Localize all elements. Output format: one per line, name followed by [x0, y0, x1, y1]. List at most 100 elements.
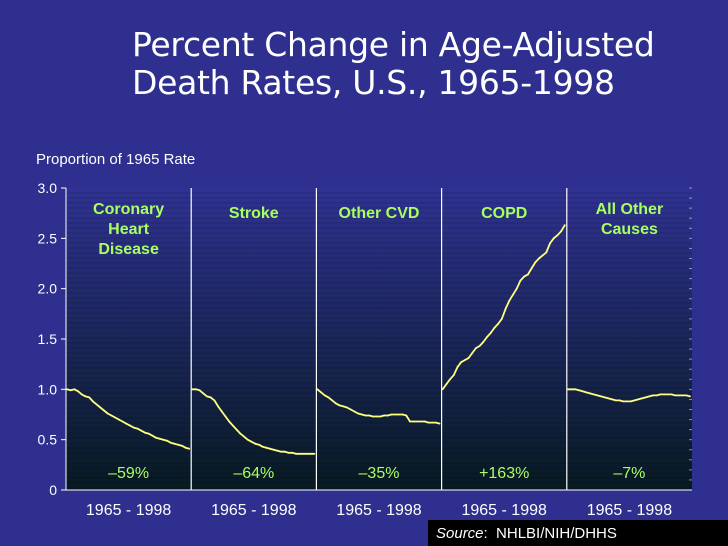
- data-point: [213, 399, 216, 402]
- chart-title: Percent Change in Age-Adjusted Death Rat…: [132, 25, 655, 102]
- series-line: [316, 388, 440, 425]
- data-point: [265, 446, 268, 449]
- data-point: [523, 275, 525, 278]
- data-point: [224, 415, 227, 418]
- x-axis-label: 1965 - 1998: [211, 502, 297, 519]
- data-point: [110, 414, 113, 417]
- data-point: [629, 400, 632, 403]
- data-point: [427, 421, 430, 424]
- data-point: [405, 414, 408, 417]
- data-point: [570, 388, 573, 391]
- panel-name-label: Heart: [108, 221, 150, 238]
- data-point: [390, 413, 393, 416]
- data-point: [327, 396, 330, 399]
- data-point: [353, 410, 356, 413]
- data-point: [357, 412, 359, 415]
- data-point: [331, 399, 334, 402]
- data-point: [412, 420, 415, 423]
- y-axis-title: Proportion of 1965 Rate: [36, 151, 196, 168]
- percent-change-label: –64%: [233, 465, 274, 482]
- data-point: [534, 261, 537, 264]
- data-point: [452, 374, 455, 377]
- data-point: [681, 394, 684, 397]
- data-point: [581, 390, 584, 393]
- data-point: [508, 299, 511, 302]
- data-point: [566, 388, 569, 391]
- data-point: [463, 359, 466, 361]
- data-point: [467, 357, 470, 359]
- data-point: [235, 428, 238, 431]
- data-point: [309, 452, 312, 455]
- data-point: [678, 394, 680, 397]
- data-point: [585, 391, 588, 394]
- data-point: [541, 254, 544, 257]
- y-tick-label: 1.0: [38, 381, 58, 397]
- data-point: [552, 237, 555, 240]
- panel-name-label: Stroke: [229, 205, 279, 222]
- data-point: [538, 257, 540, 260]
- data-point: [220, 410, 223, 413]
- data-point: [471, 352, 474, 354]
- data-point: [489, 332, 492, 334]
- data-point: [323, 394, 326, 397]
- data-point: [191, 388, 194, 391]
- data-point: [596, 394, 599, 397]
- data-point: [670, 393, 673, 396]
- data-point: [486, 336, 488, 338]
- data-point: [600, 395, 602, 398]
- data-point: [166, 439, 168, 442]
- data-point: [615, 399, 617, 402]
- data-point: [158, 437, 161, 440]
- data-point: [338, 404, 341, 407]
- data-point: [431, 421, 434, 424]
- data-point: [607, 397, 610, 400]
- title-line-1: Percent Change in Age-Adjusted: [132, 25, 655, 64]
- x-axis-label: 1965 - 1998: [86, 502, 172, 519]
- y-tick-label: 2.5: [38, 230, 58, 246]
- percent-change-label: –59%: [108, 465, 149, 482]
- data-point: [258, 443, 260, 446]
- data-point: [180, 444, 183, 447]
- data-point: [689, 395, 691, 398]
- panel-name-label: All Other: [596, 201, 664, 218]
- source-label: Source: [436, 525, 484, 542]
- data-point: [295, 452, 297, 455]
- data-point: [449, 378, 451, 381]
- data-point: [398, 413, 400, 416]
- data-point: [578, 389, 580, 392]
- panel-name-label: Disease: [98, 241, 159, 258]
- data-point: [217, 405, 220, 408]
- data-point: [66, 388, 68, 391]
- data-point: [92, 400, 94, 403]
- y-tick-label: 3.0: [38, 180, 58, 196]
- data-point: [349, 408, 352, 411]
- x-axis-label: 1965 - 1998: [461, 502, 547, 519]
- data-point: [117, 418, 120, 421]
- data-point: [383, 414, 385, 417]
- data-point: [206, 395, 208, 398]
- data-point: [342, 405, 345, 408]
- data-point: [129, 424, 131, 427]
- data-point: [77, 390, 79, 393]
- data-point: [574, 388, 577, 391]
- data-point: [637, 398, 640, 401]
- panel-name-label: Causes: [601, 221, 658, 238]
- data-point: [648, 395, 651, 398]
- data-point: [394, 413, 397, 416]
- data-point: [106, 412, 109, 415]
- data-point: [666, 393, 669, 396]
- data-point: [276, 449, 279, 452]
- data-point: [272, 448, 275, 451]
- data-point: [482, 341, 485, 343]
- data-point: [243, 435, 245, 438]
- data-point: [239, 432, 242, 435]
- data-point: [500, 318, 503, 320]
- data-point: [416, 420, 419, 423]
- data-point: [173, 442, 176, 445]
- data-point: [250, 440, 253, 443]
- data-point: [121, 420, 124, 423]
- data-point: [603, 396, 606, 399]
- data-point: [80, 393, 83, 396]
- data-point: [132, 426, 135, 429]
- data-point: [379, 415, 382, 418]
